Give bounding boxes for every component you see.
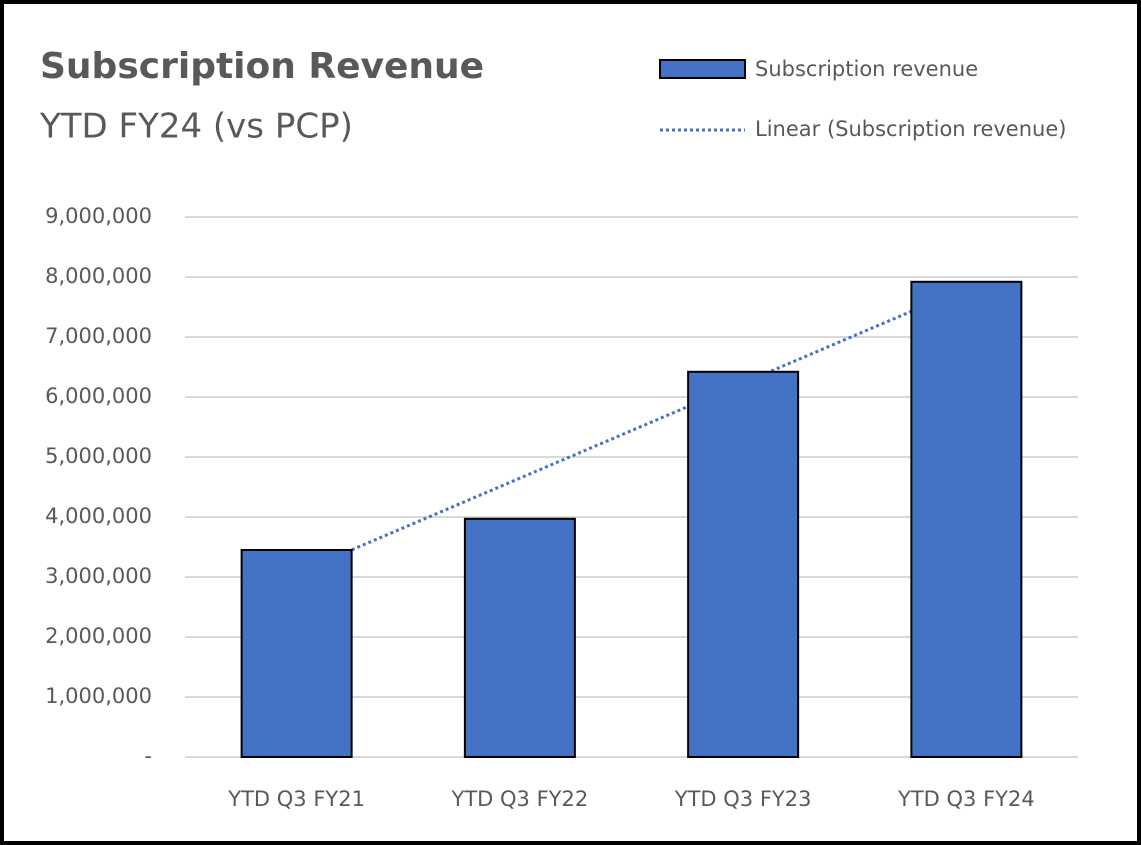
y-tick-label: 8,000,000 [45, 264, 152, 288]
bar [910, 280, 1023, 758]
legend-label: Subscription revenue [755, 57, 978, 81]
y-tick-label: - [144, 744, 152, 768]
legend-swatch [659, 59, 746, 79]
y-tick-label: 5,000,000 [45, 444, 152, 468]
y-tick-label: 3,000,000 [45, 564, 152, 588]
y-tick-label: 6,000,000 [45, 384, 152, 408]
bar [240, 549, 353, 758]
bar [687, 370, 800, 758]
chart-subtitle: YTD FY24 (vs PCP) [39, 107, 353, 147]
x-tick-label: YTD Q3 FY21 [227, 787, 365, 811]
x-tick-label: YTD Q3 FY23 [674, 787, 812, 811]
chart-title: Subscription Revenue [40, 46, 484, 87]
x-tick-label: YTD Q3 FY24 [897, 787, 1035, 811]
x-tick-label: YTD Q3 FY22 [451, 787, 589, 811]
y-tick-label: 1,000,000 [45, 684, 152, 708]
y-tick-label: 7,000,000 [45, 324, 152, 348]
y-tick-label: 9,000,000 [45, 204, 152, 228]
legend-label: Linear (Subscription revenue) [755, 117, 1066, 141]
bar [463, 517, 576, 758]
y-tick-label: 4,000,000 [45, 504, 152, 528]
trendline [296, 286, 967, 575]
y-tick-label: 2,000,000 [45, 624, 152, 648]
